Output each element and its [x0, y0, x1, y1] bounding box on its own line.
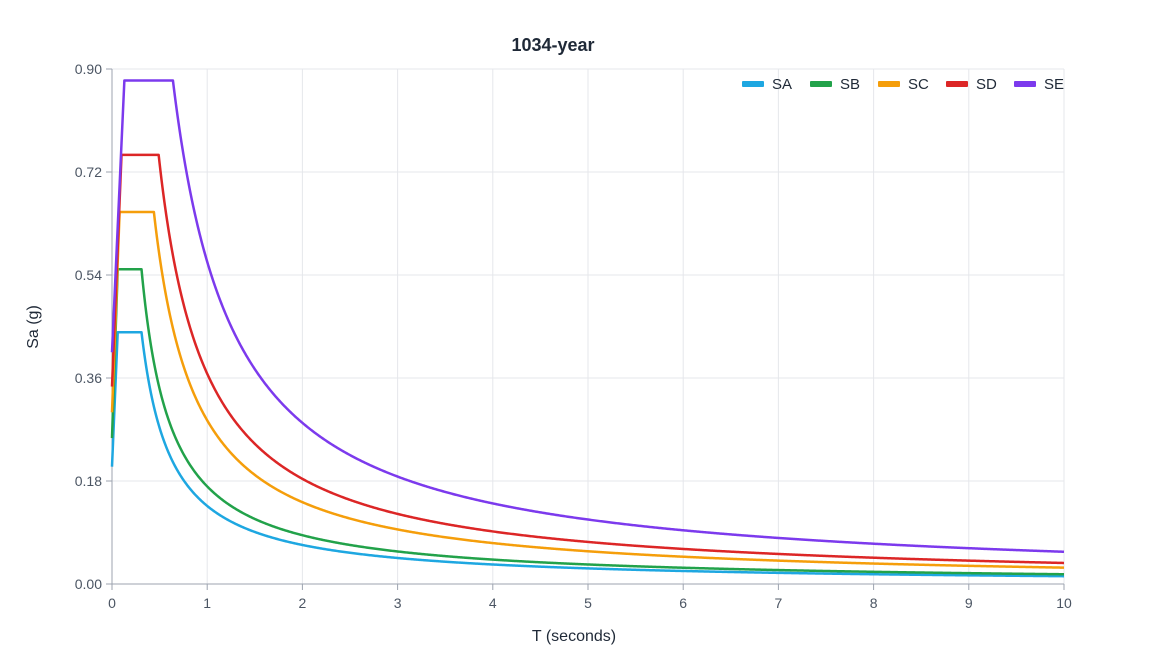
legend-label: SC	[908, 76, 929, 93]
y-tick-label: 0.90	[75, 61, 102, 77]
x-tick-label: 2	[299, 595, 307, 611]
chart-title: 1034-year	[511, 35, 594, 55]
legend-swatch	[1014, 81, 1036, 87]
axes: 0 1 2 3 4 5 6 7 8 9 10 0.00 0.18 0.36 0.54 0.72 0.90	[75, 61, 1072, 611]
legend-item-sc[interactable]: SC	[878, 76, 929, 93]
series-line-se	[110, 79, 1065, 554]
x-tick-label: 3	[394, 595, 402, 611]
legend-swatch	[810, 81, 832, 87]
legend-item-se[interactable]: SE	[1014, 76, 1064, 93]
series-line-sb	[110, 268, 1065, 576]
y-tick-label: 0.00	[75, 576, 102, 592]
legend-label: SB	[840, 76, 860, 93]
x-tick-label: 9	[965, 595, 973, 611]
legend-label: SA	[772, 76, 792, 93]
y-tick-label: 0.54	[75, 267, 102, 283]
legend-swatch	[742, 81, 764, 87]
x-tick-label: 6	[679, 595, 687, 611]
grid	[112, 68, 1065, 584]
series-line-sa	[110, 330, 1065, 578]
legend-swatch	[946, 81, 968, 87]
x-axis-label: T (seconds)	[532, 628, 616, 645]
legend-item-sa[interactable]: SA	[742, 76, 792, 93]
series-lines	[110, 79, 1065, 578]
legend-label: SE	[1044, 76, 1064, 93]
x-tick-label: 4	[489, 595, 497, 611]
x-tick-label: 7	[775, 595, 783, 611]
y-axis-label: Sa (g)	[25, 305, 42, 349]
legend-item-sd[interactable]: SD	[946, 76, 997, 93]
x-tick-label: 0	[108, 595, 116, 611]
series-line-sc	[110, 210, 1065, 569]
x-tick-label: 5	[584, 595, 592, 611]
legend-swatch	[878, 81, 900, 87]
y-tick-label: 0.36	[75, 370, 102, 386]
legend-item-sb[interactable]: SB	[810, 76, 860, 93]
x-tick-label: 10	[1056, 595, 1072, 611]
x-tick-label: 8	[870, 595, 878, 611]
y-tick-label: 0.72	[75, 164, 102, 180]
y-tick-label: 0.18	[75, 473, 102, 489]
series-line-sd	[110, 153, 1065, 565]
x-tick-label: 1	[203, 595, 211, 611]
legend-label: SD	[976, 76, 997, 93]
legend: SA SB SC SD SE	[742, 76, 1064, 93]
